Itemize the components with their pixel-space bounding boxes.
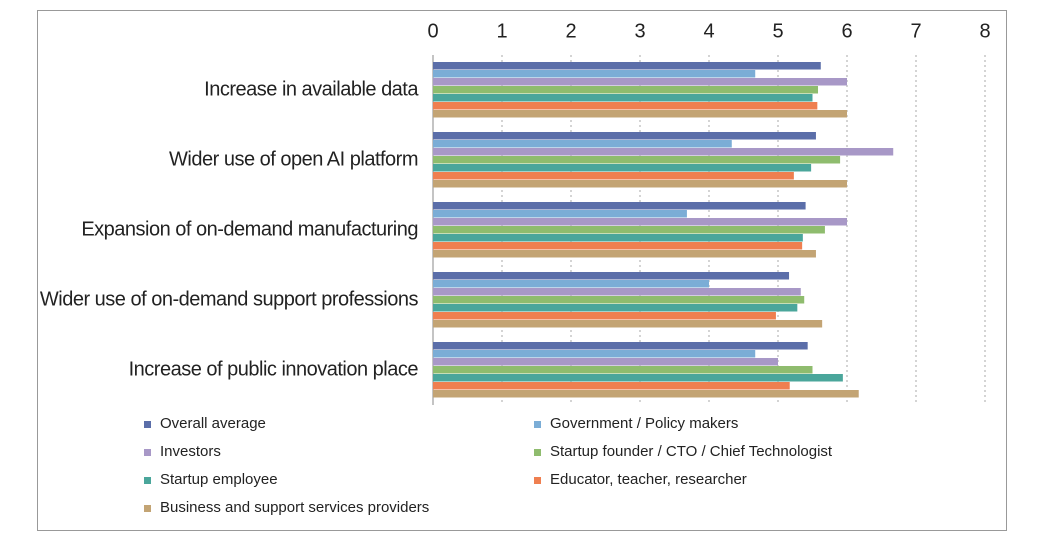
bar — [433, 164, 812, 172]
bar — [433, 280, 709, 288]
bar — [433, 226, 825, 234]
legend-label: Business and support services providers — [160, 499, 429, 516]
bar — [433, 358, 778, 366]
legend-swatch — [144, 449, 151, 456]
legend-swatch — [534, 449, 541, 456]
bar — [433, 180, 847, 188]
bar — [433, 342, 808, 350]
legend-label: Educator, teacher, researcher — [550, 471, 747, 488]
bar — [433, 242, 803, 250]
bar — [433, 312, 776, 320]
legend-swatch — [144, 421, 151, 428]
legend-label: Investors — [160, 443, 221, 460]
bar — [433, 148, 894, 156]
bar — [433, 272, 790, 280]
bar — [433, 102, 818, 110]
bar — [433, 140, 732, 148]
legend-label: Government / Policy makers — [550, 415, 738, 432]
x-tick-label: 1 — [496, 20, 507, 42]
x-tick-label: 0 — [427, 20, 438, 42]
y-tick-label: Wider use of open AI platform — [169, 148, 418, 170]
y-tick-label: Increase of public innovation place — [129, 358, 419, 380]
y-tick-label: Wider use of on-demand support professio… — [40, 288, 419, 310]
bar — [433, 210, 687, 218]
x-tick-label: 7 — [910, 20, 921, 42]
bar — [433, 234, 803, 242]
bar — [433, 70, 756, 78]
legend-swatch — [144, 477, 151, 484]
x-tick-label: 5 — [772, 20, 783, 42]
bar — [433, 156, 841, 164]
bar — [433, 218, 847, 226]
x-tick-label: 2 — [565, 20, 576, 42]
bar — [433, 62, 821, 70]
x-tick-label: 6 — [841, 20, 852, 42]
bar — [433, 304, 798, 312]
bar — [433, 78, 847, 86]
bar — [433, 172, 794, 180]
bar — [433, 350, 756, 358]
legend-label: Overall average — [160, 415, 266, 432]
bar — [433, 86, 819, 94]
x-tick-label: 8 — [979, 20, 990, 42]
bar — [433, 110, 847, 118]
bar — [433, 320, 823, 328]
bar — [433, 288, 801, 296]
bar — [433, 382, 790, 390]
legend-label: Startup founder / CTO / Chief Technologi… — [550, 443, 833, 460]
legend-swatch — [534, 421, 541, 428]
legend-swatch — [144, 505, 151, 512]
bar — [433, 202, 806, 210]
legend-swatch — [534, 477, 541, 484]
bar — [433, 94, 813, 102]
bar — [433, 296, 805, 304]
bar — [433, 374, 843, 382]
bar — [433, 250, 816, 258]
legend-label: Startup employee — [160, 471, 278, 488]
y-tick-label: Expansion of on-demand manufacturing — [81, 218, 418, 240]
x-tick-label: 3 — [634, 20, 645, 42]
y-tick-label: Increase in available data — [204, 78, 419, 100]
bar — [433, 366, 813, 374]
bar — [433, 132, 816, 140]
x-tick-label: 4 — [703, 20, 714, 42]
bar — [433, 390, 859, 398]
